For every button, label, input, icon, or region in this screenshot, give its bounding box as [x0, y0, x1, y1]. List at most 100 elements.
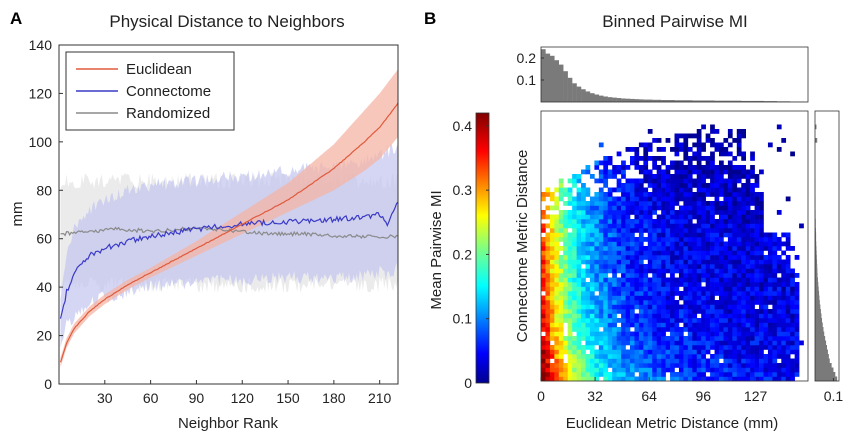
heatmap-cell	[638, 169, 644, 175]
heatmap-cell	[732, 187, 738, 193]
heatmap-cell	[701, 232, 706, 238]
heatmap-cell	[603, 295, 609, 301]
heatmap-cell	[701, 210, 706, 215]
heatmap-cell	[763, 309, 769, 314]
heatmap-cell	[692, 178, 698, 184]
heatmap-cell	[607, 300, 613, 305]
heatmap-cell	[563, 277, 568, 283]
heatmap-cell	[576, 273, 582, 278]
heatmap-cell	[696, 372, 702, 377]
heatmap-cell	[625, 277, 631, 283]
heatmap-x-tick-label: 127	[744, 388, 768, 404]
heatmap-cell	[696, 255, 702, 260]
heatmap-cell	[745, 214, 751, 220]
heatmap-cell	[714, 300, 720, 305]
heatmap-cell	[643, 246, 649, 251]
top-histogram-bar	[701, 100, 706, 102]
heatmap-cell	[558, 313, 564, 319]
heatmap-cell	[638, 156, 644, 161]
heatmap-cell	[785, 376, 791, 382]
heatmap-cell	[692, 286, 698, 292]
heatmap-cell	[625, 219, 631, 224]
heatmap-cell	[598, 192, 604, 197]
heatmap-cell	[558, 192, 564, 197]
heatmap-cell	[683, 151, 689, 157]
top-histogram-bar	[638, 99, 644, 102]
heatmap-cell	[589, 318, 595, 323]
heatmap-cell	[612, 313, 617, 319]
heatmap-cell	[687, 223, 693, 229]
heatmap-cell	[776, 336, 782, 341]
heatmap-cell	[696, 363, 702, 368]
heatmap-cell	[616, 183, 622, 188]
heatmap-cell	[701, 259, 706, 265]
heatmap-cell	[652, 255, 657, 260]
heatmap-cell	[567, 187, 573, 193]
heatmap-cell	[647, 331, 653, 337]
heatmap-cell	[696, 205, 702, 211]
heatmap-cell	[589, 336, 595, 341]
heatmap-cell	[781, 327, 787, 332]
heatmap-cell	[541, 300, 546, 305]
heatmap-cell	[714, 304, 720, 310]
heatmap-cell	[732, 363, 738, 368]
heatmap-cell	[638, 286, 644, 292]
heatmap-cell	[732, 309, 738, 314]
heatmap-cell	[678, 246, 684, 251]
heatmap-cell	[759, 255, 764, 260]
heatmap-cell	[643, 142, 649, 148]
heatmap-cell	[714, 201, 720, 206]
heatmap-cell	[589, 313, 595, 319]
heatmap-cell	[736, 214, 742, 220]
heatmap-cell	[710, 178, 715, 184]
heatmap-cell	[563, 340, 568, 346]
heatmap-cell	[736, 295, 742, 301]
heatmap-cell	[625, 187, 631, 193]
heatmap-cell	[696, 151, 702, 157]
heatmap-cell	[630, 291, 635, 296]
top-histogram-bar	[554, 60, 559, 102]
heatmap-cell	[643, 354, 649, 359]
heatmap-cell	[745, 232, 751, 238]
heatmap-cell	[581, 363, 586, 368]
heatmap-cell	[736, 151, 742, 157]
heatmap-cell	[598, 358, 604, 364]
heatmap-cell	[754, 331, 760, 337]
heatmap-cell	[647, 250, 653, 256]
right-histogram-bar	[815, 277, 818, 283]
heatmap-cell	[736, 241, 742, 247]
heatmap-cell	[772, 363, 778, 368]
heatmap-cell	[772, 286, 778, 292]
heatmap-cell	[549, 354, 555, 359]
heatmap-cell	[754, 237, 760, 242]
heatmap-cell	[705, 304, 711, 310]
heatmap-cell	[763, 331, 769, 337]
heatmap-cell	[741, 367, 746, 373]
heatmap-cell	[750, 264, 755, 269]
right-histogram-bar	[815, 322, 823, 328]
heatmap-cell	[701, 255, 706, 260]
right-histogram-bar	[815, 255, 817, 260]
heatmap-cell	[563, 345, 568, 350]
top-histogram-bar	[630, 98, 635, 102]
heatmap-cell	[750, 237, 755, 242]
heatmap-cell	[563, 363, 568, 368]
heatmap-cell	[567, 367, 573, 373]
heatmap-cell	[612, 336, 617, 341]
heatmap-cell	[736, 147, 742, 152]
heatmap-cell	[736, 174, 742, 179]
heatmap-cell	[634, 223, 640, 229]
heatmap-cell	[687, 165, 693, 170]
heatmap-cell	[723, 232, 729, 238]
heatmap-cell	[652, 156, 657, 161]
heatmap-cell	[598, 309, 604, 314]
heatmap-cell	[736, 327, 742, 332]
heatmap-cell	[638, 192, 644, 197]
heatmap-cell	[598, 241, 604, 247]
heatmap-cell	[616, 223, 622, 229]
heatmap-cell	[652, 376, 657, 382]
heatmap-cell	[661, 223, 666, 229]
heatmap-cell	[710, 327, 715, 332]
heatmap-cell	[647, 291, 653, 296]
heatmap-cell	[594, 214, 600, 220]
